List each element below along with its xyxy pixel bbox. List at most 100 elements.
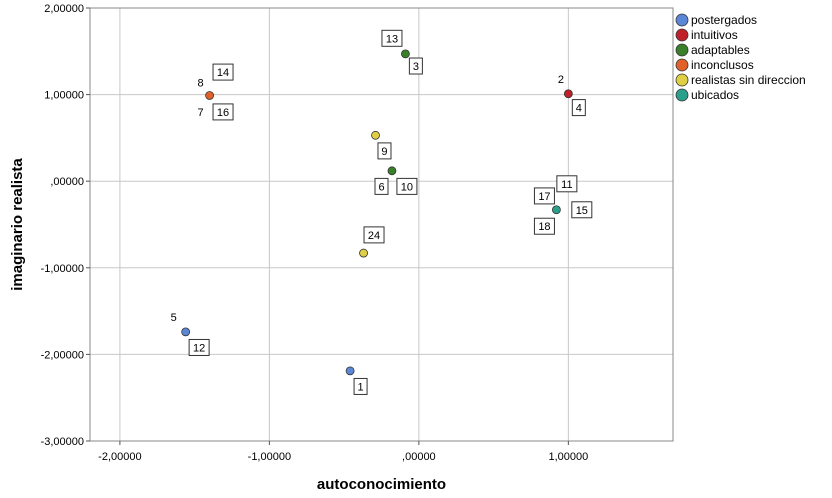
point-label: 8 — [193, 73, 208, 91]
legend-label: adaptables — [691, 43, 750, 57]
point-label-text: 17 — [538, 191, 550, 203]
point-label-text: 10 — [401, 181, 413, 193]
legend-item: adaptables — [675, 43, 750, 57]
point-label-text: 2 — [558, 74, 564, 86]
point-label-box — [212, 63, 234, 81]
x-tick-label: 1,00000 — [548, 451, 588, 463]
point-label: 15 — [571, 201, 593, 219]
point-label-box — [212, 103, 234, 121]
point-label: 18 — [533, 217, 555, 235]
point-label-text: 3 — [413, 61, 419, 73]
legend-marker — [675, 88, 689, 102]
point-label-box — [377, 142, 392, 160]
point-label-text: 14 — [217, 67, 229, 79]
point-label-box — [188, 338, 210, 356]
data-point — [401, 49, 410, 59]
point-label-text: 12 — [193, 342, 205, 354]
point-label-text: 15 — [576, 205, 588, 217]
legend-label: postergados — [691, 13, 757, 27]
x-tick-label: ,00000 — [402, 451, 436, 463]
point-label-text: 18 — [538, 221, 550, 233]
data-point — [387, 166, 397, 176]
point-label-box — [374, 177, 389, 195]
point-label: 6 — [374, 177, 389, 195]
plot-area-frame — [89, 7, 674, 442]
point-label: 12 — [188, 338, 210, 356]
y-tick-label: -1,00000 — [41, 263, 84, 275]
point-label: 7 — [193, 103, 208, 121]
point-label-box — [556, 175, 578, 193]
tick-labels: -2,00000 -1,00000,00000 1,000002,000001,00… — [41, 3, 589, 463]
y-tick-label: 2,00000 — [44, 3, 84, 15]
legend-label: inconclusos — [691, 58, 754, 72]
point-label-box — [571, 201, 593, 219]
point-label-box — [408, 57, 423, 75]
point-label-box — [353, 377, 368, 395]
data-point — [359, 248, 368, 258]
data-points — [181, 49, 573, 376]
point-label: 16 — [212, 103, 234, 121]
point-label-box — [193, 103, 208, 121]
legend-item: postergados — [675, 13, 757, 27]
point-label: 14 — [212, 63, 234, 81]
y-tick-label: 1,00000 — [44, 90, 84, 102]
point-label: 13 — [381, 29, 403, 47]
legend: postergadosintuitivosadaptablesinconclus… — [675, 13, 806, 102]
legend-label: intuitivos — [691, 28, 738, 42]
data-point — [181, 327, 191, 337]
y-tick-label: ,00000 — [50, 176, 84, 188]
point-label: 4 — [571, 99, 586, 117]
point-label: 9 — [377, 142, 392, 160]
legend-item: inconclusos — [675, 58, 754, 72]
y-tick-label: -2,00000 — [41, 349, 84, 361]
data-point — [563, 89, 573, 99]
data-point — [552, 205, 561, 215]
point-label-box — [193, 73, 208, 91]
legend-label: realistas sin direccion — [691, 73, 806, 87]
legend-marker — [675, 13, 689, 27]
legend-marker — [675, 28, 689, 42]
legend-label: ubicados — [691, 88, 739, 102]
legend-item: ubicados — [675, 88, 739, 102]
point-label: 10 — [396, 177, 418, 195]
point-label-text: 4 — [576, 103, 582, 115]
point-label-text: 5 — [171, 312, 177, 324]
y-tick-label: -3,00000 — [41, 436, 84, 448]
x-tick-label: -2,00000 — [98, 451, 141, 463]
point-label: 11 — [556, 175, 578, 193]
x-tick-label: -1,00000 — [248, 451, 291, 463]
data-point — [371, 130, 380, 140]
point-label-box — [363, 226, 385, 244]
point-label: 2 — [553, 70, 568, 88]
point-label: 5 — [166, 308, 181, 326]
point-label-box — [533, 187, 555, 205]
legend-item: intuitivos — [675, 28, 738, 42]
legend-item: realistas sin direccion — [675, 73, 806, 87]
y-axis-title: imaginario realista — [9, 158, 26, 291]
point-label-text: 13 — [386, 33, 398, 45]
point-label-box — [396, 177, 418, 195]
point-label: 3 — [408, 57, 423, 75]
point-label: 17 — [533, 187, 555, 205]
point-label: 24 — [363, 226, 385, 244]
legend-marker — [675, 58, 689, 72]
point-label: 1 — [353, 377, 368, 395]
legend-marker — [675, 43, 689, 57]
point-label-text: 11 — [561, 179, 572, 191]
data-point — [205, 91, 214, 100]
point-label-box — [166, 308, 181, 326]
x-axis-title: autoconocimiento — [317, 476, 446, 493]
point-label-box — [533, 217, 555, 235]
point-label-box — [571, 99, 586, 117]
legend-marker — [675, 73, 689, 87]
point-label-box — [381, 29, 403, 47]
point-label-box — [553, 70, 568, 88]
point-label-text: 8 — [198, 77, 204, 89]
point-label-text: 1 — [358, 381, 364, 393]
point-label-text: 9 — [381, 146, 387, 158]
point-label-text: 24 — [368, 230, 380, 242]
point-label-text: 6 — [378, 181, 384, 193]
